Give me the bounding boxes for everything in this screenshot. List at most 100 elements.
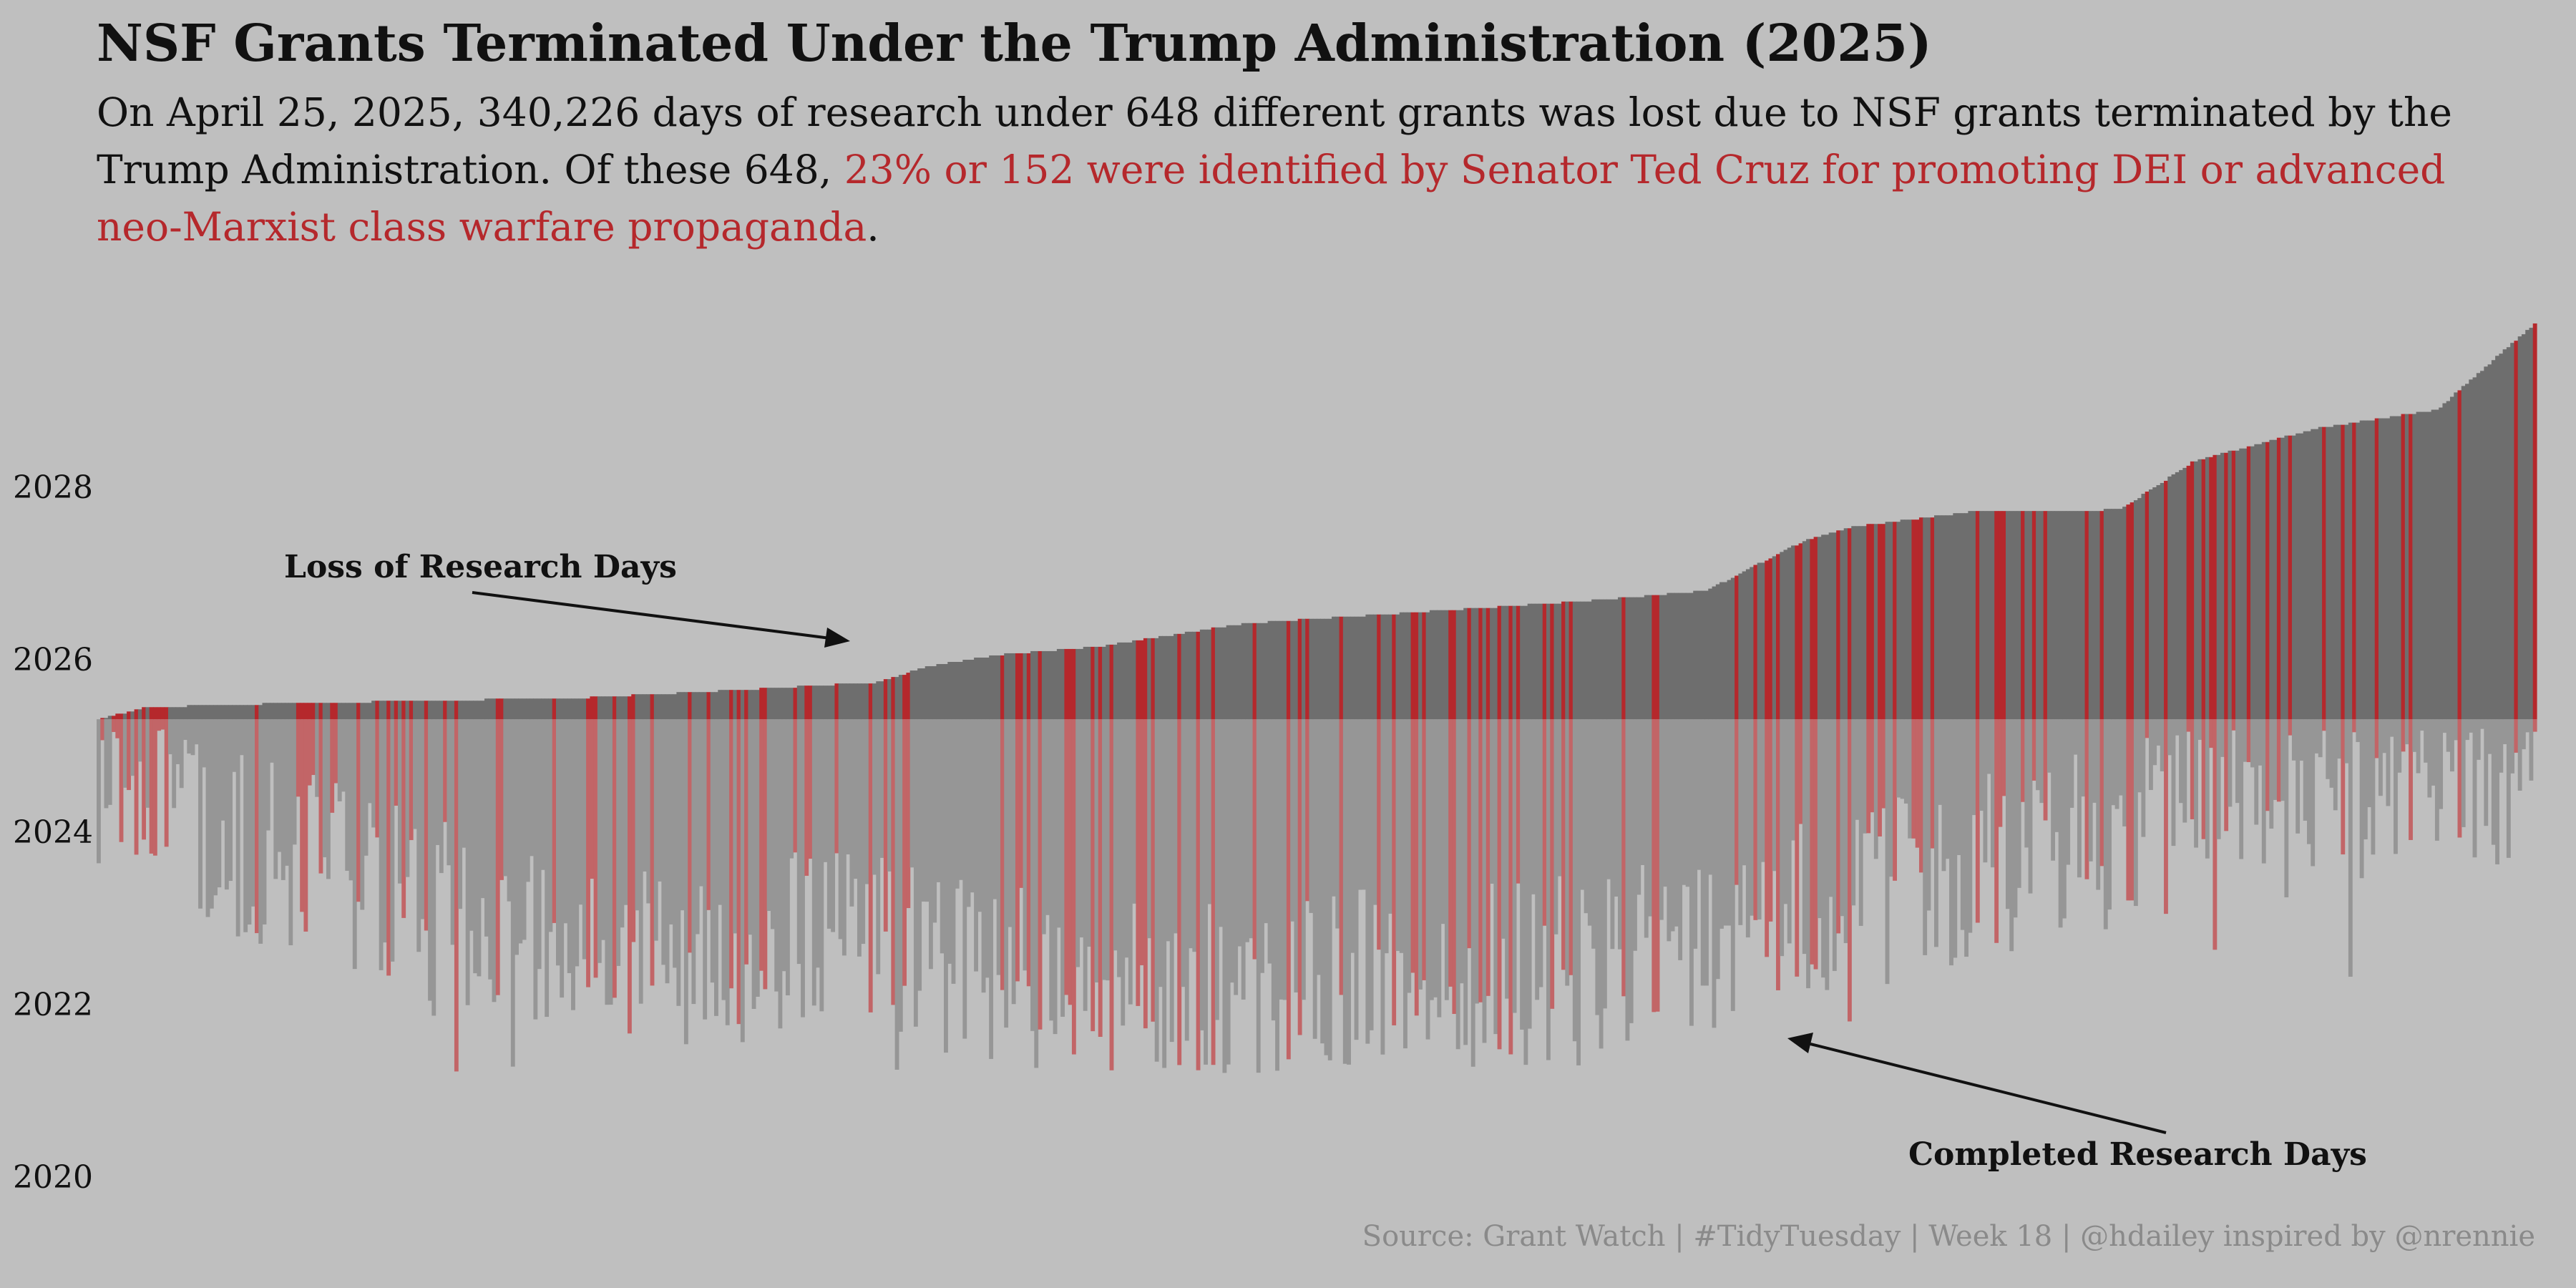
bar-lost-flagged [627, 696, 632, 720]
bar-completed [1362, 719, 1367, 890]
bar-completed [1565, 719, 1570, 986]
bar-completed [2461, 719, 2466, 827]
bar-lost-flagged [100, 718, 105, 720]
bar-lost [1154, 638, 1159, 720]
bar-lost-flagged [394, 701, 399, 720]
bar-completed [921, 719, 926, 902]
bar-lost [390, 701, 395, 720]
bar-lost [1636, 597, 1641, 720]
bar-lost [2160, 482, 2165, 720]
bar-completed [2243, 719, 2248, 762]
bar-lost-flagged [112, 716, 116, 720]
bar-lost [1760, 562, 1765, 720]
bar-lost [1083, 646, 1088, 720]
bar-lost [2118, 509, 2123, 720]
bar-completed-flagged [586, 719, 590, 987]
bar-lost [518, 698, 523, 720]
bar-completed [431, 719, 436, 1016]
bar-completed [175, 719, 180, 764]
bar-lost [1008, 653, 1013, 720]
bar-completed-flagged [2164, 719, 2168, 914]
bar-lost [1825, 535, 1830, 720]
bar-lost [2171, 474, 2176, 720]
bar-lost [1087, 646, 1091, 720]
bar-lost [774, 688, 779, 720]
bar-lost-flagged [759, 688, 764, 720]
bar-completed-flagged [333, 719, 338, 784]
bar-completed [413, 719, 417, 829]
bar-completed-flagged [2126, 719, 2131, 901]
bar-lost-flagged [375, 701, 380, 720]
bar-completed [928, 719, 933, 970]
bar-lost-flagged [1109, 644, 1114, 720]
bar-lost [533, 698, 538, 720]
bar-completed [205, 719, 210, 917]
bar-lost [1565, 601, 1570, 720]
bar-lost-flagged [1994, 511, 1999, 720]
bar-lost-flagged [729, 690, 733, 720]
bar-lost [1290, 620, 1295, 720]
bar-lost-flagged [906, 673, 911, 720]
bar-completed [428, 719, 432, 1001]
bar-lost [853, 683, 858, 720]
bar-completed [2284, 719, 2289, 898]
bar-lost-flagged [1211, 627, 1216, 720]
bar-completed [1226, 719, 1231, 1065]
bar-lost [1614, 599, 1619, 720]
bar-completed [1806, 719, 1810, 989]
bar-completed [661, 719, 666, 965]
bar-lost [1682, 592, 1687, 720]
bar-lost [876, 681, 881, 720]
bar-completed [145, 719, 150, 808]
bar-completed [2389, 719, 2394, 737]
bar-completed [1181, 719, 1186, 987]
bar-completed [879, 719, 884, 858]
bar-lost [1979, 511, 1984, 720]
bar-completed [1008, 719, 1013, 927]
bar-lost [917, 668, 922, 720]
bar-completed [977, 719, 982, 912]
bar-completed [2058, 719, 2063, 928]
bar-completed [1858, 719, 1863, 926]
bar-completed [1102, 719, 1106, 980]
bar-completed-flagged [160, 719, 165, 730]
bar-completed-flagged [744, 719, 748, 965]
bar-completed-flagged [409, 719, 414, 841]
bar-completed [364, 719, 369, 856]
bar-completed [857, 719, 862, 957]
bar-completed [1369, 719, 1374, 1030]
bar-completed [1354, 719, 1359, 1040]
bar-completed [1968, 719, 1973, 933]
bar-completed [2521, 719, 2526, 750]
bar-lost [755, 690, 760, 720]
bar-completed [567, 719, 572, 973]
bar-completed-flagged [1915, 719, 1920, 848]
bar-lost-flagged [1026, 653, 1031, 720]
bar-completed [1399, 719, 1404, 953]
bar-completed [1083, 719, 1088, 1011]
bar-lost-flagged [424, 701, 429, 720]
bar-lost [1106, 644, 1111, 720]
bar-completed [1971, 719, 1976, 816]
bar-lost [1610, 599, 1615, 720]
bar-completed [1689, 719, 1694, 1026]
bar-lost [710, 692, 715, 720]
bar-lost [1855, 526, 1860, 720]
bar-completed [944, 719, 948, 1053]
bar-lost [458, 701, 463, 720]
bar-completed [2269, 719, 2274, 829]
bar-lost [270, 703, 274, 720]
bar-lost [1271, 620, 1276, 720]
bar-completed [220, 719, 225, 821]
bar-lost-flagged [300, 703, 305, 720]
bar-completed-flagged [2322, 719, 2326, 731]
bar-lost [1697, 590, 1702, 720]
bar-completed [1926, 719, 1931, 911]
bar-completed [2371, 719, 2376, 855]
bar-completed-flagged [2043, 719, 2048, 821]
bar-completed-flagged [1414, 719, 1419, 1016]
bar-lost [1357, 616, 1362, 720]
bar-completed-flagged [1768, 719, 1773, 922]
bar-lost [668, 694, 673, 720]
